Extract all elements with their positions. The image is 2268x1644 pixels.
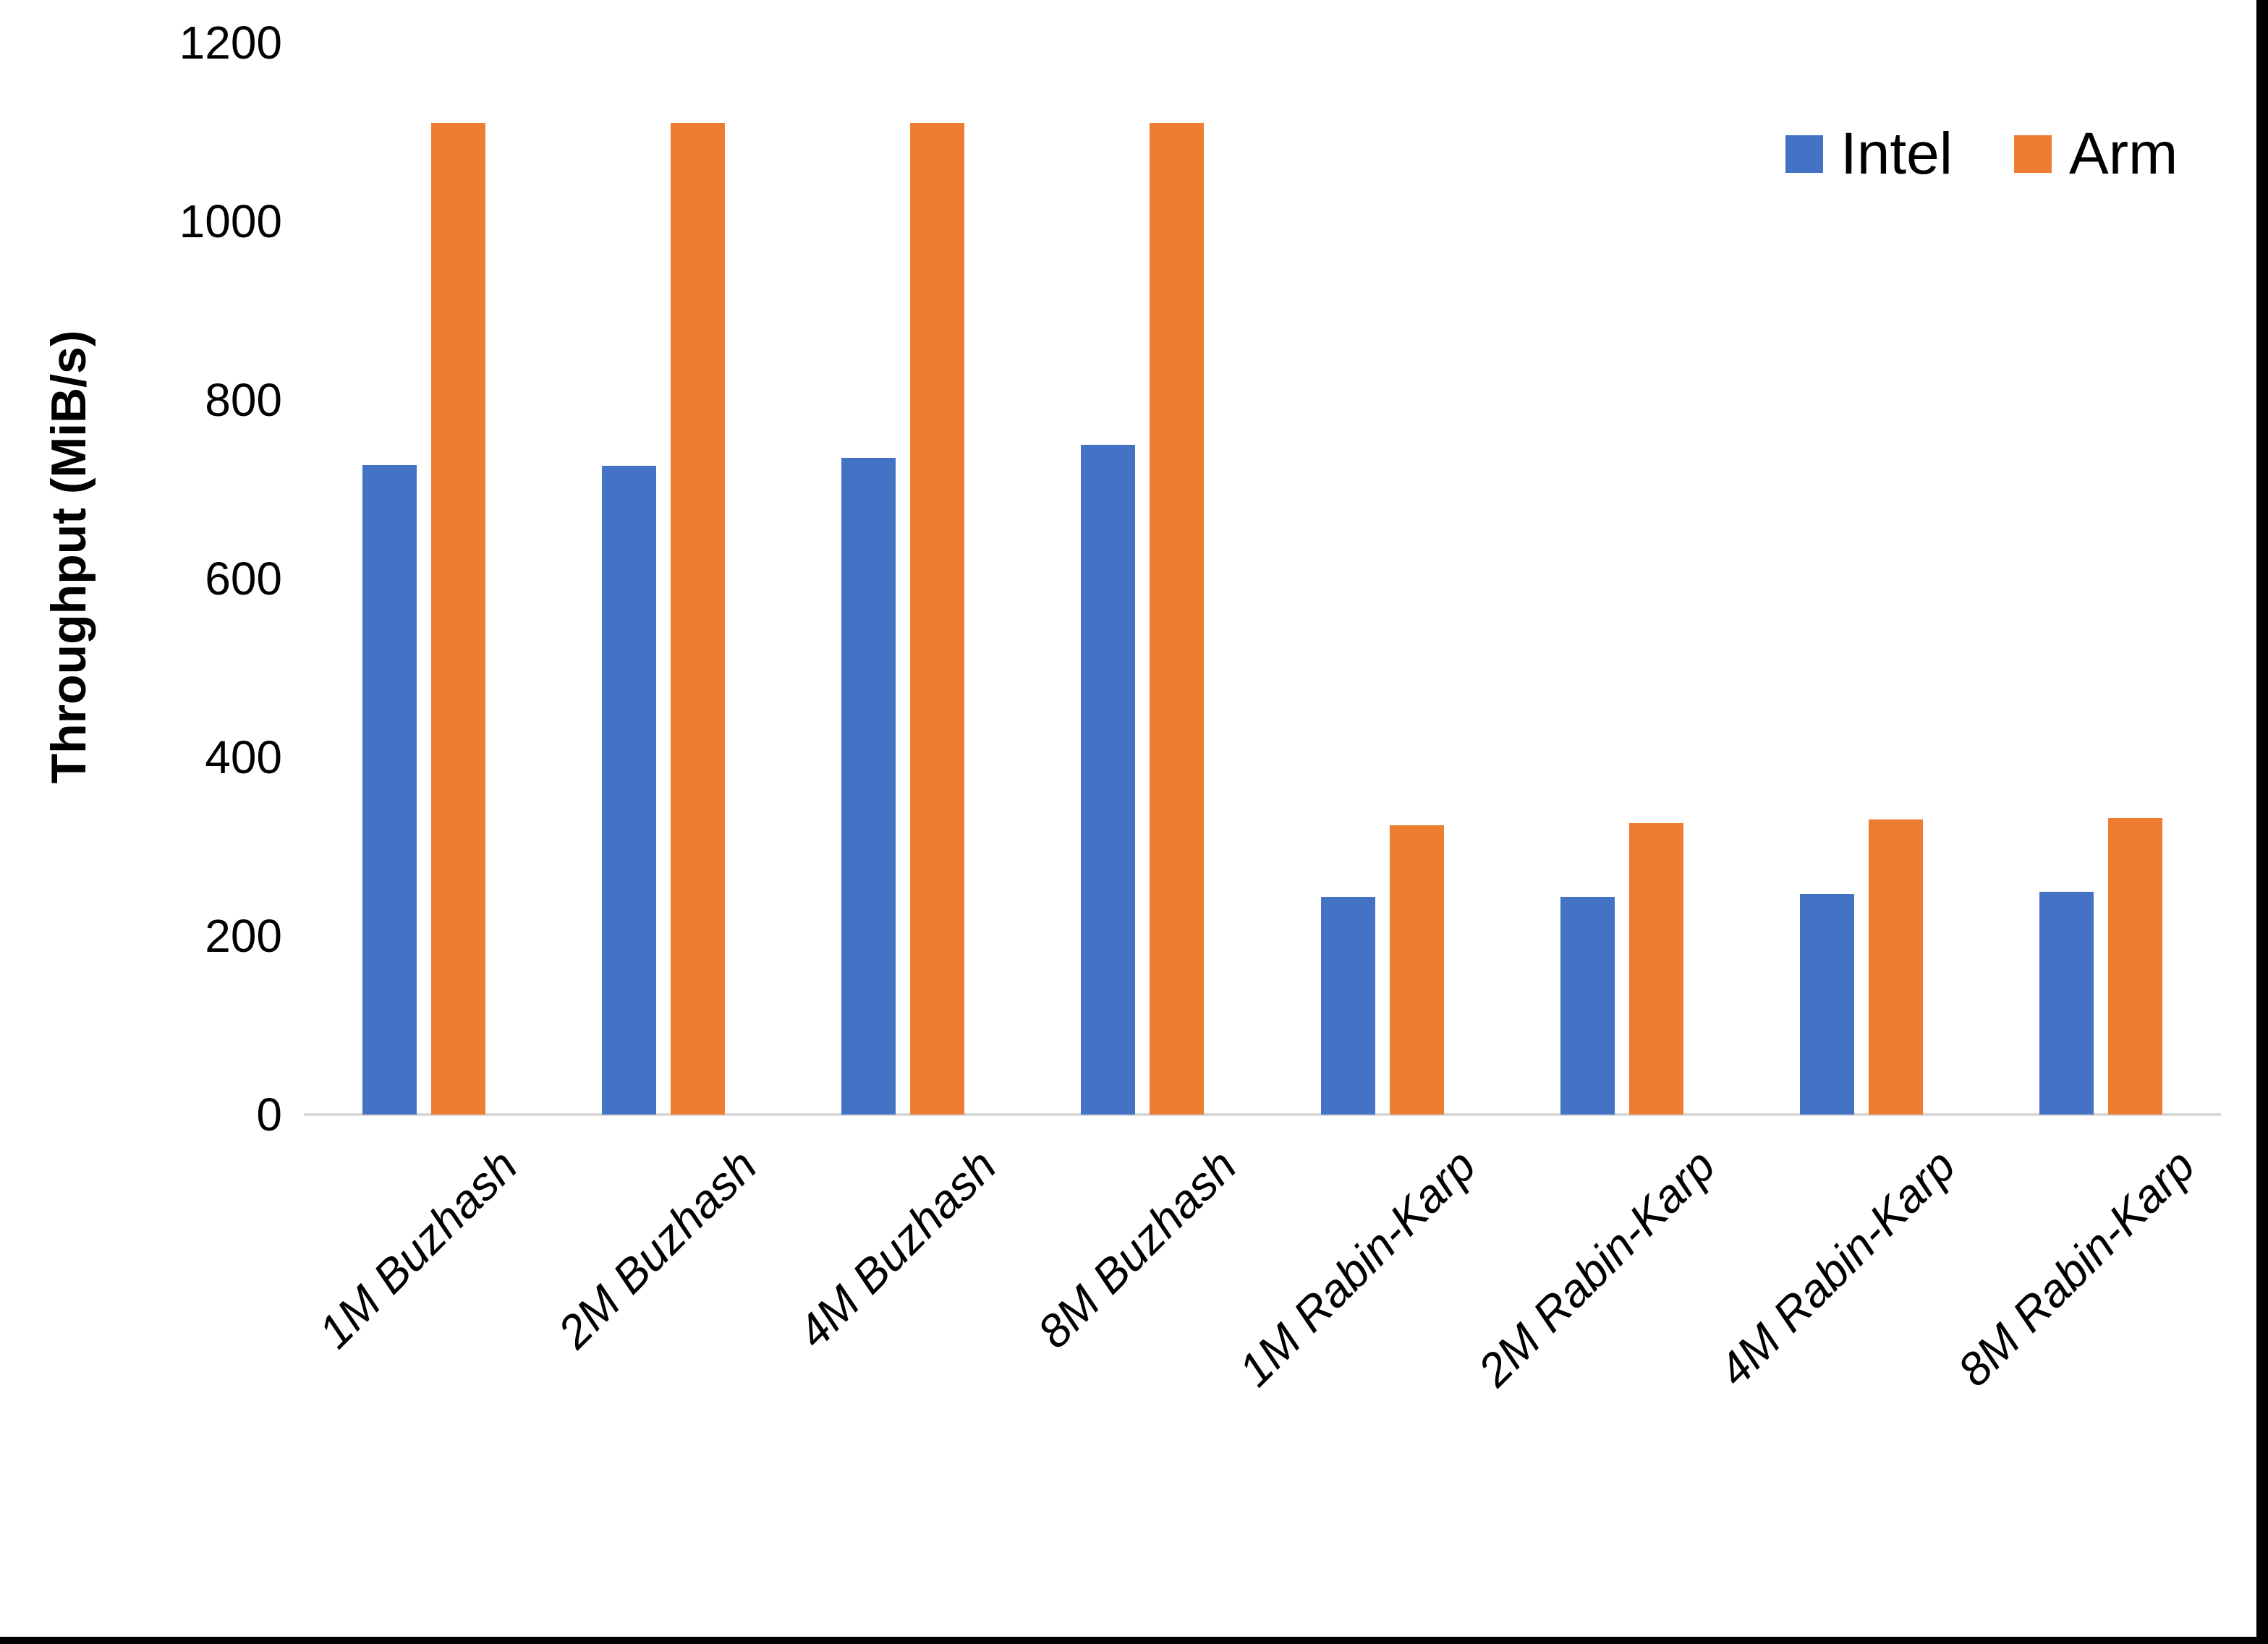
- x-label-8m-buzhash: 8M Buzhash: [1027, 1139, 1246, 1358]
- bar-intel-8m-buzhash: [1081, 445, 1136, 1115]
- screenshot-border-right: [2256, 0, 2268, 1644]
- bar-group-1m-rabin-karp: [1262, 43, 1502, 1115]
- legend-item-arm: Arm: [2014, 124, 2178, 184]
- bar-arm-8m-buzhash: [1150, 123, 1205, 1115]
- screenshot-border-bottom: [0, 1637, 2268, 1644]
- y-tick-label-1000: 1000: [179, 195, 282, 247]
- bar-intel-8m-rabin-karp: [2039, 892, 2094, 1115]
- y-tick-label-400: 400: [205, 731, 282, 783]
- bar-group-8m-buzhash: [1023, 43, 1262, 1115]
- bar-intel-4m-buzhash: [841, 458, 896, 1115]
- bar-group-2m-rabin-karp: [1502, 43, 1741, 1115]
- bar-intel-4m-rabin-karp: [1800, 894, 1855, 1115]
- bar-intel-2m-rabin-karp: [1560, 897, 1615, 1115]
- x-label-4m-rabin-karp: 4M Rabin-Karp: [1707, 1139, 1966, 1397]
- x-label-1m-buzhash: 1M Buzhash: [308, 1139, 527, 1358]
- x-label-4m-buzhash: 4M Buzhash: [787, 1139, 1007, 1358]
- bar-arm-4m-buzhash: [910, 123, 965, 1115]
- y-axis-tick-labels: 0 200 400 600 800 1000 1200: [0, 20, 282, 1138]
- x-label-2m-buzhash: 2M Buzhash: [548, 1139, 767, 1358]
- legend: Intel Arm: [1785, 124, 2178, 184]
- plot-area: [304, 43, 2221, 1116]
- y-tick-label-800: 800: [205, 374, 282, 426]
- bar-group-1m-buzhash: [304, 43, 543, 1115]
- bar-group-8m-rabin-karp: [1982, 43, 2221, 1115]
- y-tick-label-0: 0: [256, 1089, 282, 1141]
- bar-group-4m-buzhash: [783, 43, 1023, 1115]
- legend-label-intel: Intel: [1840, 121, 1953, 187]
- bar-arm-1m-buzhash: [430, 123, 485, 1115]
- x-axis-line: [304, 1113, 2221, 1116]
- bar-group-4m-rabin-karp: [1742, 43, 1982, 1115]
- bar-intel-2m-buzhash: [601, 466, 656, 1115]
- x-label-1m-rabin-karp: 1M Rabin-Karp: [1228, 1139, 1486, 1397]
- legend-label-arm: Arm: [2069, 121, 2178, 187]
- bar-arm-2m-buzhash: [670, 123, 725, 1115]
- bar-arm-1m-rabin-karp: [1389, 825, 1444, 1115]
- legend-marker-intel-icon: [1785, 135, 1823, 173]
- legend-marker-arm-icon: [2014, 135, 2052, 173]
- bar-intel-1m-rabin-karp: [1320, 897, 1375, 1115]
- bar-intel-1m-buzhash: [362, 465, 417, 1115]
- bar-group-2m-buzhash: [543, 43, 783, 1115]
- x-label-8m-rabin-karp: 8M Rabin-Karp: [1948, 1139, 2205, 1397]
- bar-arm-8m-rabin-karp: [2108, 818, 2163, 1115]
- y-tick-label-200: 200: [205, 910, 282, 962]
- bar-arm-4m-rabin-karp: [1869, 819, 1924, 1115]
- y-tick-label-600: 600: [205, 553, 282, 605]
- x-label-2m-rabin-karp: 2M Rabin-Karp: [1468, 1139, 1725, 1397]
- legend-item-intel: Intel: [1785, 124, 1953, 184]
- bar-arm-2m-rabin-karp: [1628, 823, 1683, 1115]
- y-tick-label-1200: 1200: [179, 17, 282, 69]
